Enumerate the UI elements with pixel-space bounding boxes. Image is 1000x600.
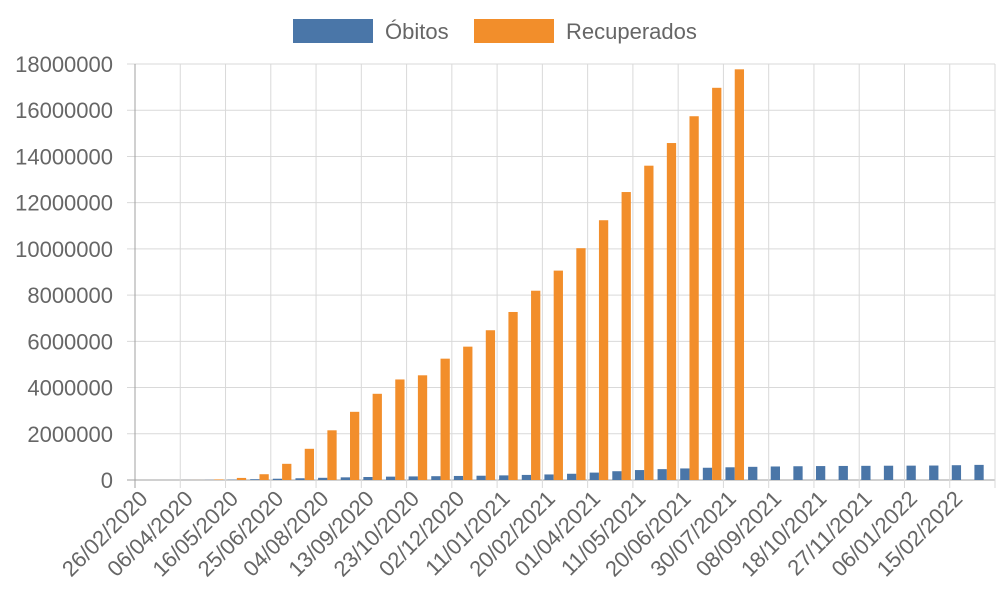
bar-recuperados[interactable] (485, 330, 496, 480)
y-tick-label: 8000000 (27, 283, 113, 308)
bar-obitos[interactable] (476, 475, 486, 480)
bar-obitos[interactable] (748, 466, 758, 480)
legend-item-recuperados[interactable]: Recuperados (474, 19, 697, 44)
y-tick-label: 2000000 (27, 422, 113, 447)
bar-obitos[interactable] (408, 476, 418, 480)
y-tick-label: 16000000 (15, 98, 113, 123)
bar-obitos[interactable] (883, 465, 894, 480)
bar-obitos[interactable] (793, 466, 803, 480)
legend-item-obitos[interactable]: Óbitos (293, 19, 449, 44)
y-tick-label: 0 (101, 468, 113, 493)
bar-recuperados[interactable] (417, 375, 428, 480)
bar-obitos[interactable] (250, 479, 260, 480)
bar-recuperados[interactable] (282, 463, 292, 480)
grid-lines (127, 63, 996, 488)
y-tick-label: 10000000 (15, 237, 113, 262)
bar-obitos[interactable] (861, 465, 871, 480)
bars (182, 69, 984, 481)
bar-obitos[interactable] (702, 467, 713, 480)
bar-recuperados[interactable] (395, 379, 405, 480)
y-tick-label: 4000000 (27, 376, 113, 401)
legend-swatch-recuperados (474, 19, 554, 43)
bar-obitos[interactable] (272, 478, 283, 480)
bar-recuperados[interactable] (440, 358, 450, 480)
y-tick-label: 14000000 (15, 144, 113, 169)
bar-obitos[interactable] (680, 468, 690, 480)
bar-obitos[interactable] (589, 472, 599, 480)
bar-recuperados[interactable] (531, 290, 541, 480)
bar-recuperados[interactable] (236, 477, 247, 480)
bar-recuperados[interactable] (621, 192, 631, 480)
x-axis: 26/02/202006/04/202016/05/202025/06/2020… (57, 486, 967, 582)
bar-obitos[interactable] (295, 478, 305, 480)
bar-recuperados[interactable] (508, 311, 518, 480)
bar-recuperados[interactable] (576, 248, 586, 480)
bar-recuperados[interactable] (304, 448, 315, 480)
bar-recuperados[interactable] (463, 346, 473, 480)
bar-obitos[interactable] (544, 474, 554, 480)
bar-obitos[interactable] (318, 477, 328, 480)
legend: Óbitos Recuperados (293, 19, 697, 44)
bar-recuperados[interactable] (598, 220, 609, 480)
bar-obitos[interactable] (657, 469, 667, 480)
bar-recuperados[interactable] (553, 270, 563, 480)
bar-obitos[interactable] (431, 476, 441, 480)
y-axis: 0 2000000 4000000 6000000 8000000 10000000 120… (15, 52, 113, 493)
legend-label-recuperados: Recuperados (566, 19, 697, 44)
bar-obitos[interactable] (521, 474, 532, 480)
bar-obitos[interactable] (499, 475, 509, 480)
y-tick-label: 18000000 (15, 52, 113, 77)
bar-recuperados[interactable] (689, 116, 699, 480)
bar-obitos[interactable] (453, 475, 464, 480)
bar-obitos[interactable] (906, 465, 916, 480)
bar-obitos[interactable] (929, 465, 939, 480)
bar-obitos[interactable] (725, 467, 735, 480)
bar-recuperados[interactable] (327, 430, 337, 480)
bar-obitos[interactable] (612, 471, 622, 480)
bar-obitos[interactable] (363, 476, 373, 480)
bar-recuperados[interactable] (644, 165, 654, 480)
bar-recuperados[interactable] (372, 393, 382, 480)
bar-obitos[interactable] (634, 470, 645, 480)
bar-obitos[interactable] (385, 476, 396, 480)
bar-recuperados[interactable] (259, 474, 269, 480)
y-tick-label: 12000000 (15, 191, 113, 216)
bar-obitos[interactable] (815, 466, 826, 480)
bar-recuperados[interactable] (734, 69, 745, 480)
bar-obitos[interactable] (838, 465, 848, 480)
y-tick-label: 6000000 (27, 329, 113, 354)
legend-label-obitos: Óbitos (385, 19, 449, 44)
bar-obitos[interactable] (567, 473, 577, 480)
legend-swatch-obitos (293, 19, 373, 43)
bar-obitos[interactable] (770, 466, 780, 480)
bar-recuperados[interactable] (350, 411, 360, 480)
bar-obitos[interactable] (974, 464, 984, 480)
bar-recuperados[interactable] (666, 143, 677, 481)
bar-obitos[interactable] (951, 465, 962, 480)
bar-recuperados[interactable] (214, 479, 224, 480)
bar-recuperados[interactable] (712, 87, 722, 480)
bar-obitos[interactable] (340, 477, 350, 480)
